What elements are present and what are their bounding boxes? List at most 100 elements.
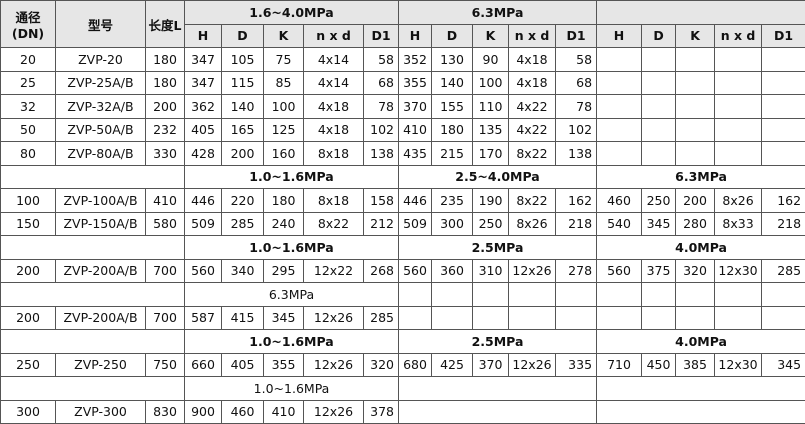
cell-length: 232 — [146, 118, 185, 142]
cell-h — [597, 118, 642, 142]
cell-d: 375 — [642, 259, 676, 283]
header-col-d: D — [642, 24, 676, 48]
cell-d: 460 — [222, 400, 264, 424]
cell-d1 — [762, 306, 805, 330]
cell-d: 450 — [642, 353, 676, 377]
cell-d1: 138 — [556, 142, 597, 166]
cell-k: 280 — [676, 212, 715, 236]
cell-h: 446 — [399, 189, 432, 213]
cell-d: 345 — [642, 212, 676, 236]
cell-d1 — [762, 142, 805, 166]
cell-k: 180 — [264, 189, 304, 213]
cell-d: 130 — [432, 48, 473, 72]
cell-h: 540 — [597, 212, 642, 236]
header-col-h: H — [185, 24, 222, 48]
cell-d1: 285 — [364, 306, 399, 330]
cell-nxd: 8x22 — [509, 189, 556, 213]
cell-d1: 162 — [762, 189, 805, 213]
pressure-group-label: 6.3MPa — [597, 165, 805, 189]
cell-h — [597, 142, 642, 166]
header-dn: 通径(DN) — [1, 1, 56, 48]
header-group-1: 1.6~4.0MPa — [185, 1, 399, 25]
cell-k: 355 — [264, 353, 304, 377]
empty-cell — [715, 283, 762, 307]
cell-model: ZVP-200A/B — [56, 306, 146, 330]
cell-k — [676, 71, 715, 95]
cell-h: 587 — [185, 306, 222, 330]
cell-k: 345 — [264, 306, 304, 330]
cell-k: 125 — [264, 118, 304, 142]
empty-cell — [399, 400, 597, 424]
cell-d1: 102 — [364, 118, 399, 142]
cell-d: 405 — [222, 353, 264, 377]
cell-dn: 20 — [1, 48, 56, 72]
pressure-group-label: 4.0MPa — [597, 236, 805, 260]
cell-h: 560 — [597, 259, 642, 283]
cell-k: 100 — [473, 71, 509, 95]
cell-h: 900 — [185, 400, 222, 424]
cell-nxd — [715, 95, 762, 119]
cell-h: 347 — [185, 48, 222, 72]
empty-cell — [642, 283, 676, 307]
cell-d1: 78 — [364, 95, 399, 119]
cell-nxd: 8x18 — [304, 189, 364, 213]
cell-dn: 200 — [1, 306, 56, 330]
empty-cell — [432, 283, 473, 307]
cell-h: 405 — [185, 118, 222, 142]
header-col-d1: D1 — [762, 24, 805, 48]
cell-d1: 285 — [762, 259, 805, 283]
cell-d1 — [762, 95, 805, 119]
header-group-2: 6.3MPa — [399, 1, 597, 25]
header-col-nxd: n x d — [715, 24, 762, 48]
cell-length: 750 — [146, 353, 185, 377]
pressure-group-row: 1.0~1.6MPa — [1, 377, 805, 401]
cell-h: 435 — [399, 142, 432, 166]
cell-nxd — [715, 48, 762, 72]
header-col-k: K — [264, 24, 304, 48]
cell-d1 — [556, 306, 597, 330]
cell-k: 100 — [264, 95, 304, 119]
cell-d: 115 — [222, 71, 264, 95]
cell-nxd: 4x14 — [304, 48, 364, 72]
cell-d1: 335 — [556, 353, 597, 377]
header-col-k: K — [676, 24, 715, 48]
cell-model: ZVP-200A/B — [56, 259, 146, 283]
cell-k: 200 — [676, 189, 715, 213]
cell-k: 85 — [264, 71, 304, 95]
header-col-d1: D1 — [556, 24, 597, 48]
cell-h: 509 — [185, 212, 222, 236]
cell-nxd: 8x22 — [304, 212, 364, 236]
header-model: 型号 — [56, 1, 146, 48]
blank-cell — [1, 283, 185, 307]
cell-nxd — [715, 71, 762, 95]
cell-d: 340 — [222, 259, 264, 283]
cell-length: 580 — [146, 212, 185, 236]
cell-d1: 268 — [364, 259, 399, 283]
cell-h: 362 — [185, 95, 222, 119]
blank-cell — [1, 236, 185, 260]
cell-model: ZVP-20 — [56, 48, 146, 72]
cell-length: 410 — [146, 189, 185, 213]
pressure-group-row: 6.3MPa — [1, 283, 805, 307]
header-row-groups: 通径(DN) 型号 长度L 1.6~4.0MPa 6.3MPa — [1, 1, 805, 25]
cell-dn: 50 — [1, 118, 56, 142]
empty-cell — [399, 283, 432, 307]
cell-k: 240 — [264, 212, 304, 236]
cell-nxd: 4x18 — [304, 118, 364, 142]
cell-nxd: 4x22 — [509, 118, 556, 142]
cell-length: 180 — [146, 71, 185, 95]
cell-h: 370 — [399, 95, 432, 119]
cell-k: 170 — [473, 142, 509, 166]
header-col-d: D — [222, 24, 264, 48]
cell-model: ZVP-250 — [56, 353, 146, 377]
cell-k: 160 — [264, 142, 304, 166]
header-col-nxd: n x d — [509, 24, 556, 48]
cell-d1: 345 — [762, 353, 805, 377]
cell-h: 509 — [399, 212, 432, 236]
header-dn-label: 通径 — [15, 10, 40, 25]
